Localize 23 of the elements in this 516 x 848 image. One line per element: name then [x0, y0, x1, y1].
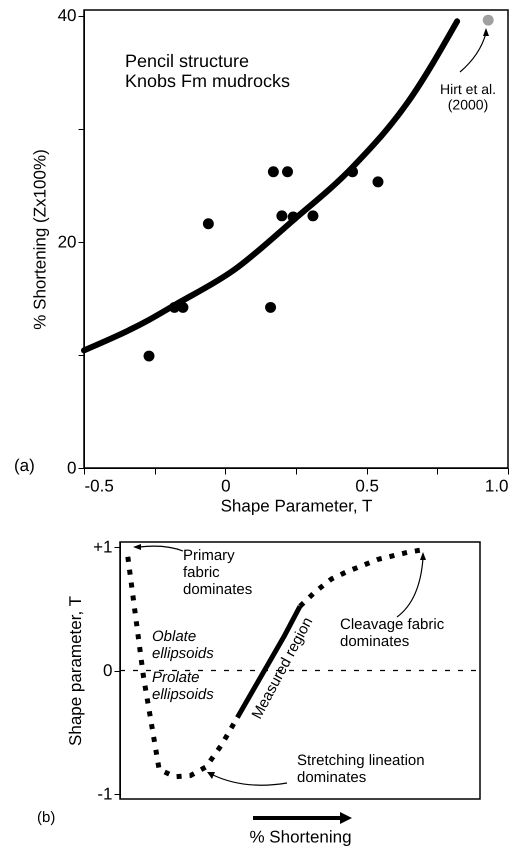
annotation: Cleavage fabric dominates: [340, 616, 445, 650]
x-axis-title: Shape Parameter, T: [220, 496, 372, 516]
annotation: Pencil structure Knobs Fm mudrocks: [125, 51, 290, 91]
y-tick-label: 0: [103, 661, 112, 680]
annotation: Primary fabric dominates: [183, 547, 252, 598]
y-axis-title: % Shortening (Zx100%): [30, 149, 50, 330]
annotation: Stretching lineation dominates: [297, 752, 425, 786]
x-tick-label: -0.5: [84, 476, 114, 496]
y-axis-title: Shape parameter, T: [66, 596, 86, 746]
x-tick-label: 0.5: [355, 476, 379, 496]
annotation: Prolate ellipsoids: [152, 669, 214, 703]
text: (b): [37, 809, 56, 826]
x-tick-label: 0: [221, 476, 231, 496]
y-tick-label: -1: [97, 784, 112, 804]
y-tick-label: +1: [93, 537, 112, 556]
x-axis-title: % Shortening: [249, 828, 352, 846]
y-tick-label: 40: [58, 6, 76, 26]
annotation: Oblate ellipsoids: [152, 628, 214, 662]
annotation: Hirt et al. (2000): [440, 81, 496, 112]
text: (a): [14, 456, 35, 475]
y-tick-label: 0: [67, 458, 76, 478]
y-tick-label: 20: [58, 232, 76, 252]
x-tick-label: 1.0: [484, 476, 508, 496]
